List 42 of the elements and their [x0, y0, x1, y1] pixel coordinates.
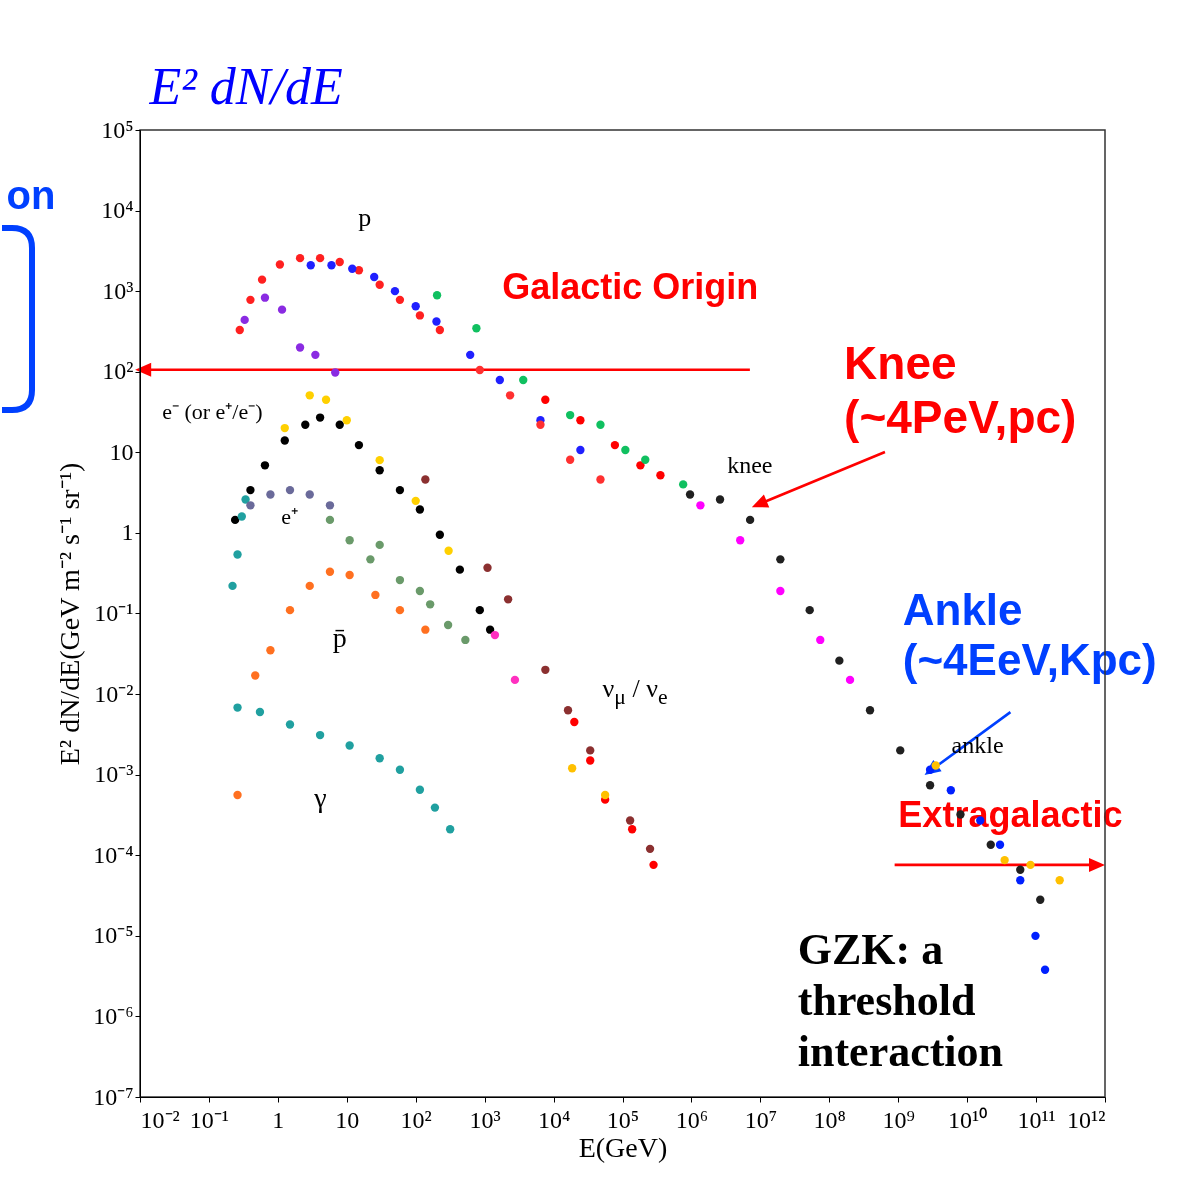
x-tick-label: 10²	[400, 1106, 432, 1133]
x-tick-label: 10³	[469, 1106, 501, 1133]
x-tick-label: 10¹²	[1067, 1106, 1106, 1133]
y-axis-title: E² dN/dE(GeV m⁻² s⁻¹ sr⁻¹)	[54, 462, 86, 766]
y-tick-label: 10⁴	[101, 197, 134, 224]
x-axis-title: E(GeV)	[578, 1131, 668, 1163]
annotation: p	[358, 202, 372, 233]
x-tick-label: 10⁴	[537, 1106, 571, 1133]
annotation: p̄	[332, 621, 347, 654]
y-tick-label: 10⁻³	[94, 761, 134, 788]
y-tick-label: 10²	[102, 358, 134, 385]
y-tick-label: 1	[121, 519, 134, 546]
text: E² dN/dE	[149, 57, 343, 116]
x-tick-label: 10⁷	[744, 1106, 778, 1133]
annotation: e⁻ (or e⁺/e⁻)	[162, 398, 263, 426]
x-tick-label: 10⁹	[882, 1106, 915, 1133]
y-tick-label: 10⁻⁵	[93, 922, 134, 949]
annotation: Knee (~4PeV,pc)	[844, 336, 1077, 445]
annotation: ν$_{μ}$ / ν$_{e}$	[602, 674, 668, 710]
y-tick-label: 10⁻⁷	[93, 1083, 134, 1110]
x-tick-label: 10⁵	[606, 1106, 640, 1133]
y-tick-label: 10⁻⁴	[93, 841, 134, 868]
annotation: knee	[727, 451, 773, 479]
annotation: Galactic Origin	[502, 265, 759, 308]
x-tick-label: 10⁻²	[140, 1106, 180, 1133]
y-tick-label: 10	[109, 438, 134, 465]
x-tick-label: 10⁶	[675, 1106, 709, 1133]
x-tick-label: 10⁻¹	[189, 1106, 230, 1133]
y-tick-label: 10⁻²	[94, 680, 134, 707]
x-tick-label: 10	[335, 1106, 360, 1133]
annotation: γ	[314, 782, 327, 815]
y-tick-label: 10⁵	[101, 116, 134, 143]
y-tick-label: 10³	[102, 277, 134, 304]
x-tick-label: 10¹¹	[1017, 1106, 1056, 1133]
x-tick-label: 10⁸	[813, 1106, 846, 1133]
y-tick-label: 10⁻⁶	[93, 1002, 134, 1029]
x-tick-label: 10¹⁰	[948, 1106, 988, 1133]
annotation: e⁺	[281, 502, 298, 530]
y-tick-label: 10⁻¹	[94, 600, 134, 626]
text: on	[6, 172, 56, 218]
annotation: GZK: a threshold interaction	[797, 923, 1004, 1077]
x-tick-label: 1	[272, 1106, 285, 1133]
